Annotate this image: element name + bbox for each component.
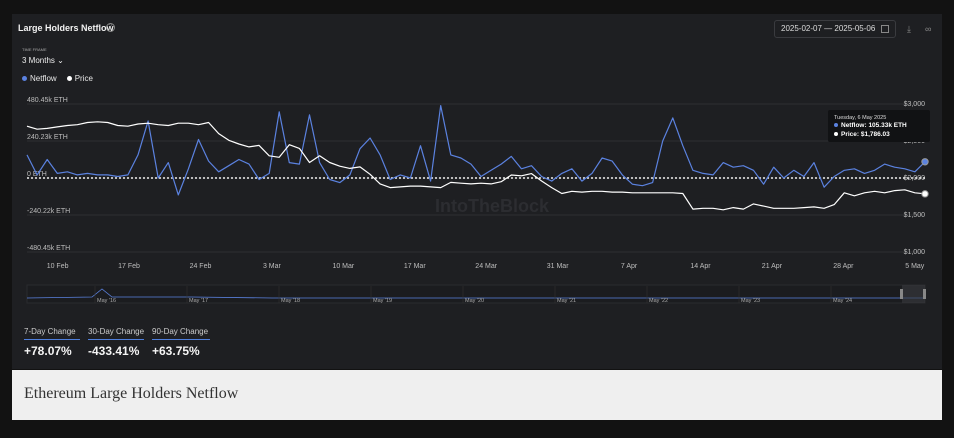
navigator-label: May '23: [741, 298, 760, 304]
card-label: 7-Day Change: [24, 327, 80, 340]
right-axis-tick-label: $2,000: [904, 175, 926, 182]
x-axis-ticks: 10 Feb 17 Feb 24 Feb 3 Mar 10 Mar 17 Mar 24 Ma…: [47, 263, 925, 270]
series-line-netflow: [26, 104, 926, 196]
series-end-point-price: [921, 190, 929, 198]
navigator-line: [26, 288, 925, 299]
card-value: +78.07%: [24, 344, 72, 358]
tooltip-netflow: Netflow: 105.33k ETH: [841, 122, 907, 129]
caption-bar: Ethereum Large Holders Netflow: [12, 370, 942, 420]
x-axis-tick-label: 5 May: [905, 263, 925, 270]
calendar-icon: [880, 24, 889, 33]
date-end: 2025-05-06: [834, 24, 876, 33]
date-separator: —: [824, 24, 833, 33]
x-axis-tick-label: 10 Feb: [47, 263, 69, 270]
series-group: [26, 104, 929, 211]
date-range-picker[interactable]: 2025-02-07 — 2025-05-06: [774, 20, 896, 38]
download-icon[interactable]: ⤓: [907, 24, 911, 34]
tooltip-date: Tuesday, 6 May 2025: [834, 115, 886, 121]
netflow-dot-icon: [22, 76, 27, 82]
legend-label: Price: [74, 74, 93, 83]
date-start: 2025-02-07: [781, 24, 822, 33]
x-axis-tick-label: 31 Mar: [547, 263, 569, 270]
right-axis-tick-label: $1,000: [904, 249, 926, 256]
x-axis-tick-label: 28 Apr: [833, 263, 854, 270]
right-axis-tick-label: $3,000: [904, 101, 926, 108]
x-axis-tick-label: 3 Mar: [263, 263, 282, 270]
series-end-point-netflow: [921, 158, 929, 166]
card-value: -433.41%: [88, 344, 140, 358]
change-card-7d: 7-Day Change +78.07%: [24, 327, 80, 358]
time-frame-select[interactable]: 3 Months ⌄: [22, 56, 64, 65]
change-cards: 7-Day Change +78.07% 30-Day Change -433.…: [24, 327, 210, 358]
x-axis-tick-label: 17 Mar: [404, 263, 426, 270]
chart-title: Large Holders Netflow: [18, 23, 114, 33]
change-card-90d: 90-Day Change +63.75%: [152, 327, 210, 358]
caption-text: Ethereum Large Holders Netflow: [24, 385, 239, 402]
x-axis-tick-label: 7 Apr: [621, 263, 638, 270]
left-axis-tick-label: 480.45k ETH: [27, 97, 68, 104]
navigator-handle-right[interactable]: [923, 289, 926, 299]
watermark: IntoTheBlock: [435, 196, 550, 216]
x-axis-tick-label: 24 Mar: [475, 263, 497, 270]
navigator-label: May '16: [97, 298, 116, 304]
link-icon[interactable]: ∞: [925, 24, 932, 34]
x-axis-tick-label: 17 Feb: [118, 263, 140, 270]
change-card-30d: 30-Day Change -433.41%: [88, 327, 144, 358]
card-label: 90-Day Change: [152, 327, 210, 340]
x-axis-tick-label: 14 Apr: [690, 263, 711, 270]
legend-item-netflow[interactable]: Netflow: [22, 74, 57, 83]
navigator-label: May '19: [373, 298, 392, 304]
navigator[interactable]: May '16 May '17 May '18 May '19 May '20 May '…: [26, 284, 926, 304]
time-frame-label: TIME FRAME: [22, 47, 47, 52]
x-axis-tick-label: 24 Feb: [190, 263, 212, 270]
x-axis-tick-label: 10 Mar: [332, 263, 354, 270]
x-axis-tick-label: 21 Apr: [762, 263, 783, 270]
navigator-label: May '22: [649, 298, 668, 304]
navigator-label: May '20: [465, 298, 484, 304]
left-axis-tick-label: 240.23k ETH: [27, 134, 68, 141]
navigator-labels: May '16 May '17 May '18 May '19 May '20 May '…: [94, 286, 852, 304]
navigator-handle-left[interactable]: [900, 289, 903, 299]
left-axis-tick-label: -480.45k ETH: [27, 245, 70, 252]
card-label: 30-Day Change: [88, 327, 144, 340]
navigator-label: May '24: [833, 298, 852, 304]
tooltip: Tuesday, 6 May 2025 Netflow: 105.33k ETH…: [828, 110, 930, 142]
info-icon[interactable]: ?: [106, 23, 115, 32]
tooltip-box: [828, 110, 930, 142]
navigator-label: May '17: [189, 298, 208, 304]
navigator-selection[interactable]: [902, 285, 925, 303]
legend-item-price[interactable]: Price: [66, 74, 93, 83]
series-line-price: [26, 121, 926, 211]
legend: Netflow Price: [22, 74, 93, 83]
watermark-text: IntoTheBlock: [435, 196, 550, 216]
tooltip-price-dot-icon: [834, 132, 838, 136]
tooltip-netflow-dot-icon: [834, 123, 838, 127]
navigator-label: May '18: [281, 298, 300, 304]
chart-panel: Large Holders Netflow ? TIME FRAME 3 Mon…: [12, 14, 942, 369]
legend-label: Netflow: [30, 74, 57, 83]
left-axis-tick-label: -240.22k ETH: [27, 208, 70, 215]
price-dot-icon: [66, 76, 72, 82]
navigator-label: May '21: [557, 298, 576, 304]
right-axis-tick-label: $1,500: [904, 212, 926, 219]
tooltip-price: Price: $1,786.03: [841, 131, 890, 138]
card-value: +63.75%: [152, 344, 200, 358]
